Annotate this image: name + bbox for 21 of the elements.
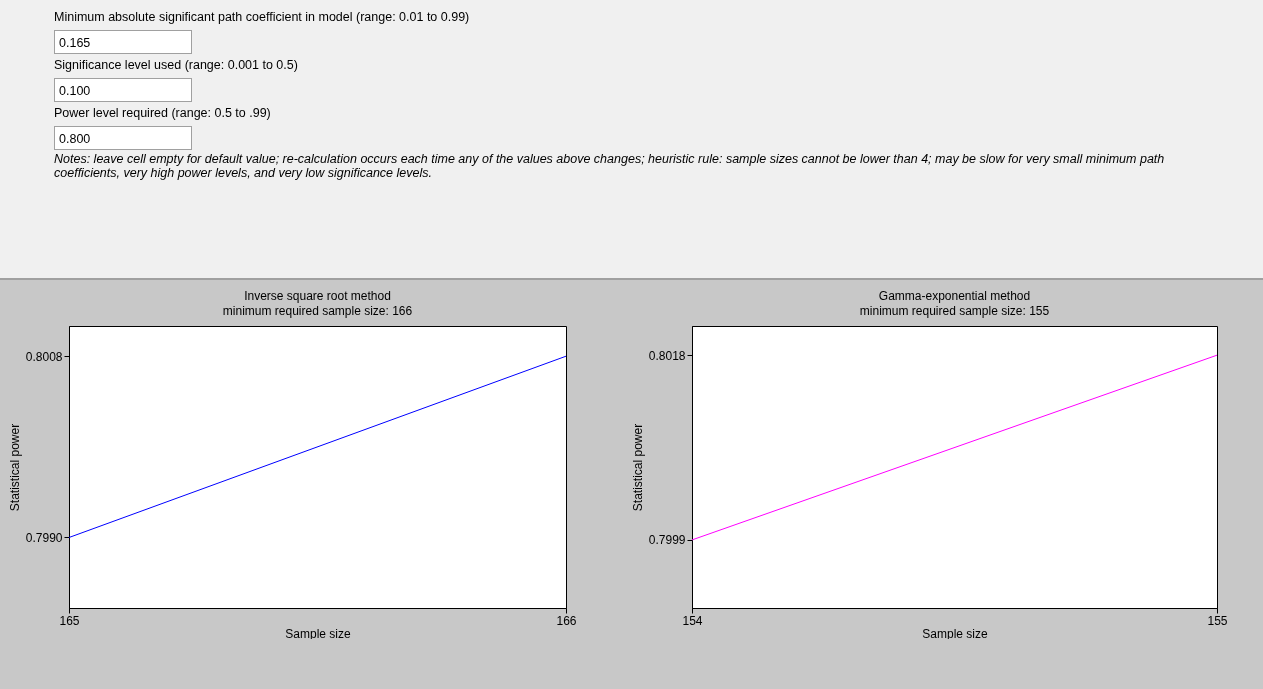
text: Minimum absolute significant path coefficient in model (range: 0.01 to 0.99) [54, 10, 471, 24]
chart-title: Inverse square root method [244, 289, 391, 303]
x-tick-label: 165 [59, 613, 80, 628]
text: Notes: leave cell empty for default value; re-calculation occurs each time any of the values above changes; heuristic rule: sample sizes cannot be lower than 4; may be slow for very small minimum path coefficients, very high power levels, and very low significance levels. [54, 152, 1166, 180]
y-axis-title: Statistical power [7, 423, 22, 512]
text: Power level required (range: 0.5 to .99) [54, 106, 272, 120]
text-field: 0.100 [54, 78, 192, 102]
y-tick-label: 0.7999 [648, 533, 686, 548]
y-tick-label: 0.8018 [648, 348, 686, 363]
chart-subtitle: minimum required sample size: 155 [859, 304, 1050, 318]
x-tick-label: 166 [556, 613, 577, 628]
text-field: 0.800 [54, 126, 192, 150]
text: Significance level used (range: 0.001 to 0.5) [54, 58, 299, 72]
y-tick-label: 0.7990 [25, 531, 63, 545]
y-axis-title: Statistical power [630, 423, 645, 512]
x-tick-label: 155 [1207, 613, 1228, 628]
text-field: 0.165 [54, 30, 192, 54]
chart-title: Gamma-exponential method [878, 289, 1031, 303]
chart-subtitle: minimum required sample size: 166 [222, 304, 413, 318]
x-tick-label: 154 [682, 613, 703, 628]
y-tick-label: 0.8008 [25, 349, 63, 364]
